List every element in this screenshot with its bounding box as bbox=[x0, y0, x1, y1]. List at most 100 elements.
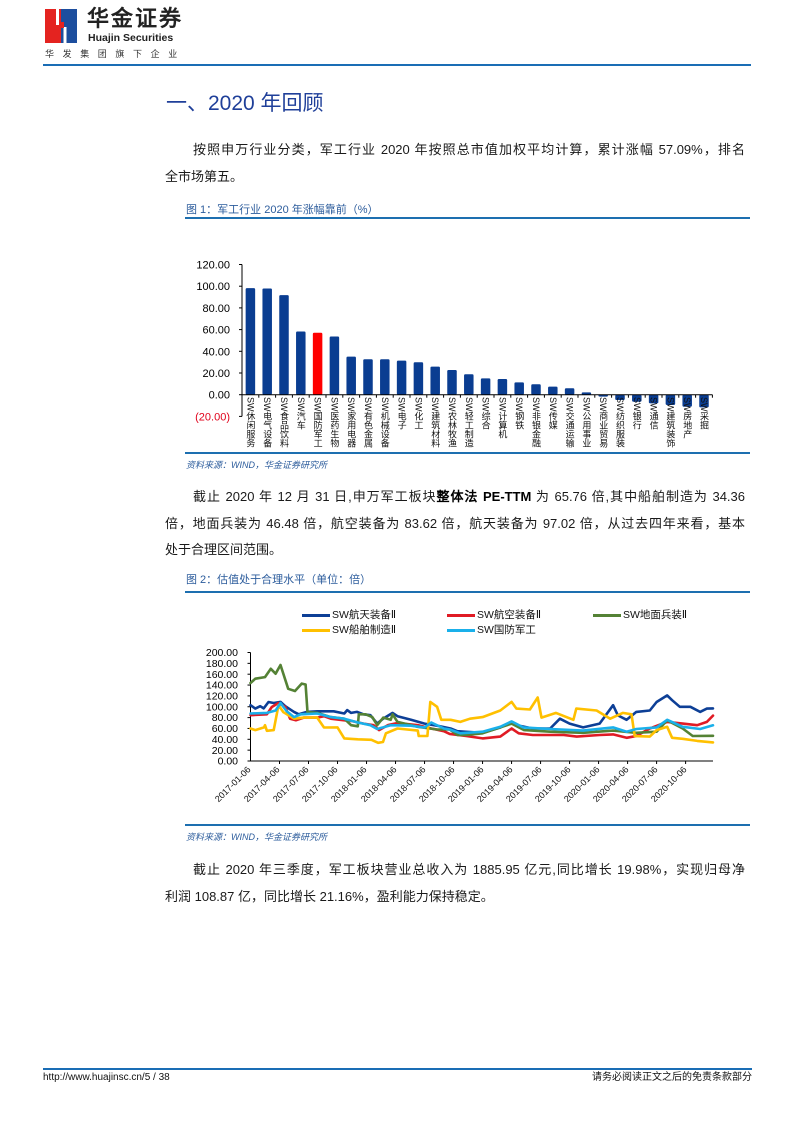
bar bbox=[480, 378, 491, 395]
footer-disclaimer: 请务必阅读正文之后的免责条款部分 bbox=[592, 1072, 752, 1083]
paragraph-industry-performance: 按照申万行业分类，军工行业 2020 年按照总市值加权平均计算，累计涨幅 57.… bbox=[165, 137, 745, 190]
legend-line-icon bbox=[447, 613, 475, 617]
bar bbox=[279, 295, 289, 395]
y-tick-label: 20.00 bbox=[202, 368, 230, 380]
bar bbox=[615, 394, 625, 401]
bar bbox=[312, 332, 323, 395]
y-tick-label: 80.00 bbox=[212, 712, 238, 724]
legend-item: SW国防军工 bbox=[447, 624, 536, 636]
x-date-label: 2018-04-06 bbox=[358, 764, 399, 805]
bar bbox=[396, 360, 407, 395]
legend-label: SW航天装备Ⅱ bbox=[332, 609, 397, 621]
y-tick-label: 120.00 bbox=[196, 260, 230, 272]
paragraph-line: 截止 2020 年三季度，军工板块营业总收入为 1885.95 亿元,同比增长 … bbox=[193, 862, 745, 877]
series-line bbox=[249, 701, 715, 735]
x-date-label: 2019-10-06 bbox=[532, 764, 573, 805]
bar bbox=[464, 374, 474, 395]
figure-1-top-divider bbox=[185, 217, 750, 219]
legend-item: SW航天装备Ⅱ bbox=[302, 609, 396, 621]
x-date-label: 2020-07-06 bbox=[619, 764, 660, 805]
y-tick-label: 60.00 bbox=[212, 723, 238, 735]
bar bbox=[648, 394, 659, 404]
paragraph-revenue: 截止 2020 年三季度，军工板块营业总收入为 1885.95 亿元,同比增长 … bbox=[165, 857, 745, 910]
y-tick-label: 160.00 bbox=[206, 669, 238, 681]
y-tick-label: 40.00 bbox=[212, 734, 238, 746]
bar bbox=[514, 382, 524, 395]
paragraph-line: 利润 108.87 亿，同比增长 21.16%，盈利能力保持稳定。 bbox=[165, 888, 494, 904]
bar bbox=[699, 394, 709, 408]
paragraph-line: 全市场第五。 bbox=[165, 168, 244, 184]
figure-1-source: 资料来源：WIND，华金证券研究所 bbox=[186, 460, 327, 470]
legend-line-icon bbox=[302, 613, 330, 617]
y-tick-label: 180.00 bbox=[206, 658, 238, 670]
y-tick-label: 0.00 bbox=[209, 390, 230, 402]
text-segment: 为 65.76 倍,其中船舶制造为 34.36 bbox=[531, 489, 745, 504]
bar bbox=[447, 369, 457, 395]
legend-label: SW航空装备Ⅱ bbox=[477, 609, 542, 621]
text-segment: 截止 2020 年 12 月 31 日,申万军工板块 bbox=[193, 489, 437, 504]
legend-label: SW国防军工 bbox=[477, 624, 536, 636]
bar bbox=[346, 356, 356, 395]
y-tick-label: (20.00) bbox=[195, 411, 230, 423]
x-date-label: 2018-07-06 bbox=[387, 764, 428, 805]
x-date-label: 2017-04-06 bbox=[242, 764, 283, 805]
bar bbox=[564, 388, 575, 395]
bar bbox=[380, 359, 390, 395]
x-date-label: 2017-07-06 bbox=[271, 764, 312, 805]
header-divider bbox=[43, 64, 751, 66]
footer-divider bbox=[43, 1068, 752, 1070]
legend-label: SW地面兵装Ⅱ bbox=[623, 609, 688, 621]
y-tick-label: 100.00 bbox=[196, 281, 230, 293]
y-tick-label: 100.00 bbox=[206, 701, 238, 713]
bar bbox=[262, 288, 272, 395]
bar bbox=[329, 336, 340, 395]
website-link[interactable]: http://www.huajinsc.cn/ bbox=[43, 1072, 145, 1083]
x-date-label: 2017-01-06 bbox=[213, 764, 254, 805]
bold-term: 整体法 PE-TTM bbox=[436, 489, 532, 504]
figure-2-bottom-divider bbox=[185, 824, 750, 826]
bar bbox=[363, 359, 373, 395]
figure-2-source: 资料来源：WIND，华金证券研究所 bbox=[186, 832, 327, 842]
paragraph-valuation: 截止 2020 年 12 月 31 日,申万军工板块整体法 PE-TTM 为 6… bbox=[165, 484, 745, 564]
brand-name-english: Huajin Securities bbox=[88, 32, 174, 44]
industry-gain-bar-chart: 120.00 100.00 80.00 60.00 40.00 20.00 0.00 (20.… bbox=[195, 260, 713, 423]
y-tick-label: 60.00 bbox=[202, 325, 230, 337]
brand-name-chinese: 华金证券 bbox=[87, 6, 184, 31]
paragraph-line: 按照申万行业分类，军工行业 2020 年按照总市值加权平均计算，累计涨幅 57.… bbox=[193, 142, 745, 157]
legend-item: SW航空装备Ⅱ bbox=[447, 609, 541, 621]
bar bbox=[430, 366, 440, 395]
y-tick-label: 140.00 bbox=[206, 680, 238, 692]
brand-slogan: 华发集团旗下企业 bbox=[45, 49, 186, 59]
y-tick-label: 120.00 bbox=[206, 691, 238, 703]
legend-item: SW船舶制造Ⅱ bbox=[302, 624, 396, 636]
y-tick-label: 40.00 bbox=[202, 346, 230, 358]
x-date-label: 2017-10-06 bbox=[300, 764, 341, 805]
series-line bbox=[249, 696, 715, 745]
bar bbox=[632, 394, 642, 402]
bar bbox=[497, 378, 508, 395]
x-date-label: 2019-07-06 bbox=[503, 764, 544, 805]
series-line bbox=[249, 663, 715, 738]
bar bbox=[413, 362, 424, 395]
bar bbox=[296, 331, 306, 395]
bar bbox=[531, 384, 541, 395]
y-tick-label: 0.00 bbox=[218, 756, 239, 768]
bar bbox=[665, 394, 676, 406]
paragraph-line: 倍，地面兵装为 46.48 倍，航空装备为 83.62 倍，航天装备为 97.0… bbox=[165, 515, 745, 531]
bar bbox=[245, 288, 256, 395]
section-title: 一、2020 年回顾 bbox=[166, 92, 324, 115]
paragraph-line: 截止 2020 年 12 月 31 日,申万军工板块整体法 PE-TTM 为 6… bbox=[165, 484, 745, 511]
x-date-label: 2020-04-06 bbox=[590, 764, 631, 805]
huajin-logo-icon bbox=[45, 9, 77, 43]
figure-2-caption: 图 2：估值处于合理水平（单位：倍） bbox=[186, 574, 372, 586]
legend-line-icon bbox=[447, 628, 475, 632]
paragraph-line: 处于合理区间范围。 bbox=[165, 542, 283, 557]
y-tick-label: 20.00 bbox=[212, 745, 238, 757]
bar bbox=[548, 386, 558, 395]
bar bbox=[682, 394, 692, 407]
y-tick-label: 200.00 bbox=[206, 647, 238, 659]
footer-url-page: http://www.huajinsc.cn/5 / 38 bbox=[43, 1071, 170, 1084]
x-date-label: 2018-01-06 bbox=[329, 764, 370, 805]
x-date-label: 2019-04-06 bbox=[474, 764, 515, 805]
x-date-label: 2020-10-06 bbox=[648, 764, 689, 805]
